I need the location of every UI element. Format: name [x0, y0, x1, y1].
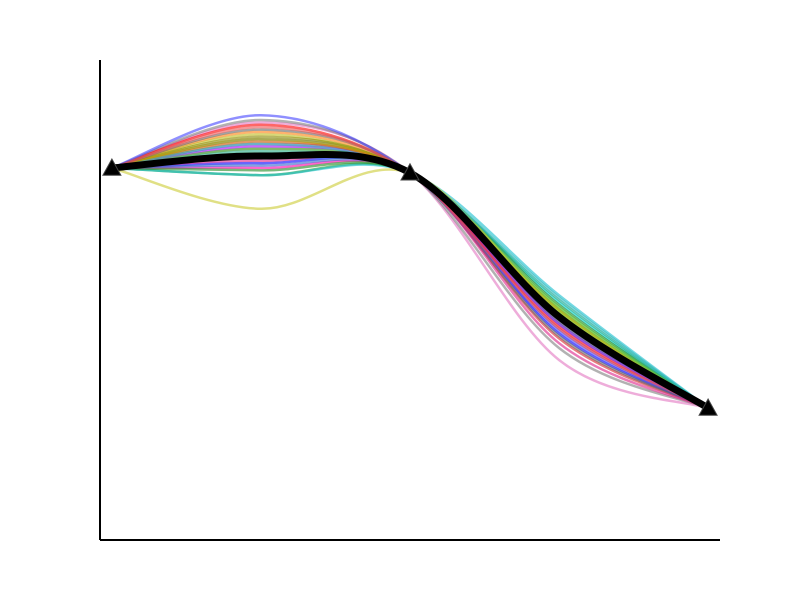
- anchor-marker-2: [400, 162, 420, 181]
- anchor-marker-layer: [102, 157, 718, 416]
- anchor-marker-3: [698, 397, 718, 416]
- anchor-marker-1: [102, 157, 122, 176]
- axes: [99, 60, 720, 541]
